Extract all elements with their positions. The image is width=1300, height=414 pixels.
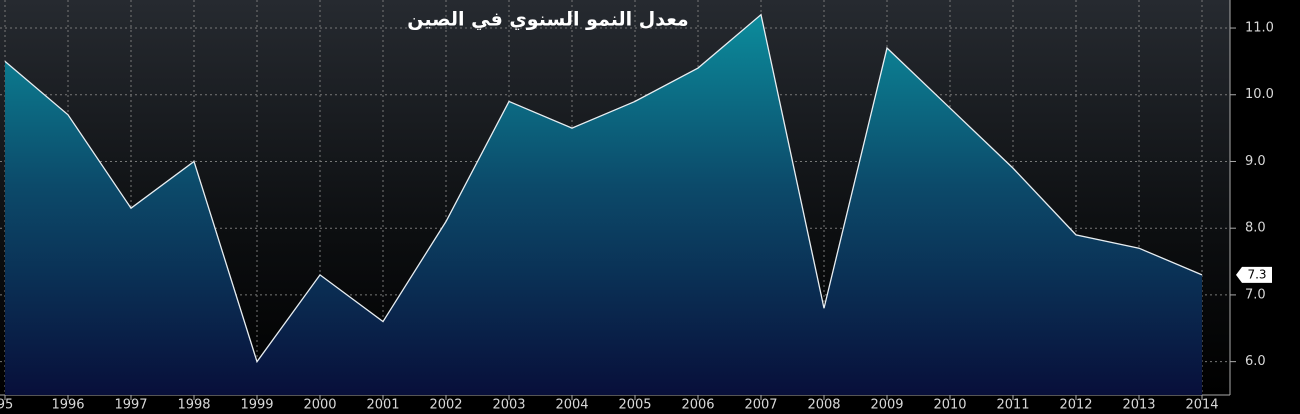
- x-tick-label: 2000: [303, 398, 336, 413]
- x-tick-label: 2009: [870, 398, 903, 413]
- x-tick-label: 2006: [681, 398, 714, 413]
- y-tick-label: 8.0: [1245, 221, 1266, 236]
- x-tick-label: 1996: [51, 398, 84, 413]
- y-tick-label: 10.0: [1245, 87, 1274, 102]
- x-tick-label: 2013: [1122, 398, 1155, 413]
- value-label-box: [1236, 266, 1272, 283]
- x-tick-label: 2003: [492, 398, 525, 413]
- x-tick-label: 1998: [177, 398, 210, 413]
- x-tick-label: 2007: [744, 398, 777, 413]
- x-tick-label: 95: [0, 398, 13, 413]
- x-tick-label: 2008: [807, 398, 840, 413]
- x-tick-label: 1997: [114, 398, 147, 413]
- x-tick-label: 1999: [240, 398, 273, 413]
- axis-background: [1230, 0, 1300, 414]
- x-tick-label: 2001: [366, 398, 399, 413]
- y-tick-label: 9.0: [1245, 154, 1266, 169]
- area: [5, 14, 1202, 396]
- y-tick-label: 6.0: [1245, 354, 1266, 369]
- x-tick-label: 2011: [996, 398, 1029, 413]
- y-tick-label: 11.0: [1245, 21, 1274, 36]
- x-tick-label: 2002: [429, 398, 462, 413]
- y-tick-label: 7.0: [1245, 287, 1266, 302]
- x-tick-label: 2012: [1059, 398, 1092, 413]
- x-tick-label: 2010: [933, 398, 966, 413]
- chart-title: معدل النمو السنوي في الصين: [407, 9, 688, 32]
- x-tick-label: 2004: [555, 398, 588, 413]
- line: [4, 13, 1203, 364]
- x-tick-label: 2005: [618, 398, 651, 413]
- x-tick-label: 2014: [1185, 398, 1218, 413]
- value-label: 7.3: [1247, 267, 1266, 281]
